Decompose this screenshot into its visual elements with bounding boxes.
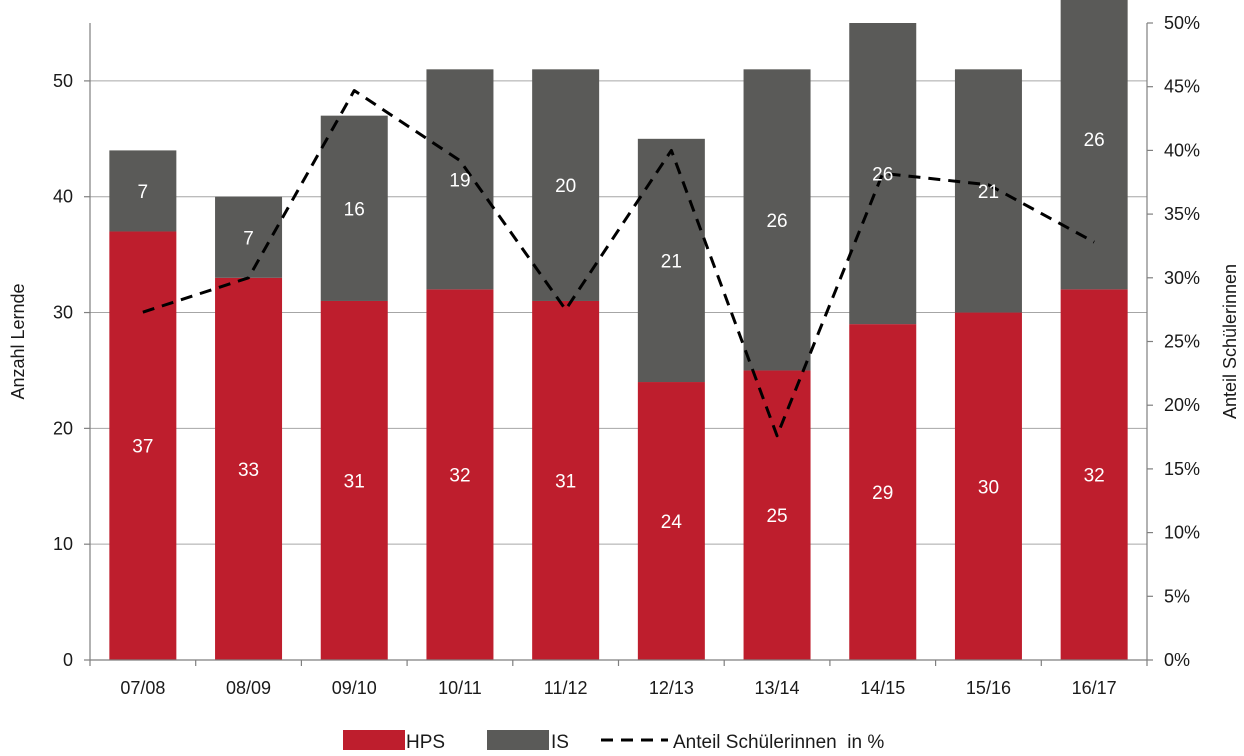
legend: HPS IS Anteil Schülerinnen in % [343, 730, 884, 753]
data-labels: 37 7 33 7 31 16 32 19 31 20 24 21 25 26 29 26 30 21 32 26 [132, 130, 1104, 533]
x-tick-label: 10/11 [438, 678, 482, 698]
bar-hps [637, 382, 705, 660]
data-label-is: 21 [661, 251, 682, 272]
bar-hps [1060, 289, 1128, 660]
y2-tick-label: 40% [1164, 140, 1200, 160]
data-label-hps: 37 [132, 437, 153, 458]
data-label-is: 26 [766, 211, 787, 232]
data-label-is: 26 [872, 165, 893, 186]
y-tick-label: 0 [63, 650, 73, 670]
x-tick-label: 08/09 [226, 678, 271, 698]
data-label-is: 20 [555, 176, 576, 197]
bar-hps [743, 370, 811, 660]
y-axis-title: Anzahl Lernde [8, 283, 28, 399]
y2-tick-label: 5% [1164, 586, 1190, 606]
bars [109, 0, 1128, 661]
bar-is [109, 150, 177, 232]
bar-hps [532, 300, 600, 660]
legend-label-is: IS [551, 732, 569, 751]
bar-is [320, 115, 388, 301]
bar-is [954, 69, 1022, 313]
bar-is [849, 23, 917, 325]
data-label-hps: 33 [238, 460, 259, 481]
data-label-is: 21 [978, 182, 999, 203]
legend-label-line: Anteil Schülerinnen in % [673, 732, 884, 751]
data-label-is: 26 [1084, 130, 1105, 151]
y2-tick-label: 50% [1164, 13, 1200, 33]
y2-tick-label: 35% [1164, 204, 1200, 224]
x-tick-label: 14/15 [860, 678, 905, 698]
bar-is [215, 196, 283, 278]
data-label-hps: 32 [1084, 466, 1105, 487]
x-tick-label: 09/10 [332, 678, 377, 698]
bar-hps [109, 231, 177, 661]
data-label-is: 7 [138, 182, 149, 203]
axes: 0 10 20 30 40 50 0% 5% 10% 15% 20% 25% 30% 35% 40% 45% 5… [8, 13, 1240, 698]
line-series [142, 89, 1095, 438]
bar-hps [954, 312, 1022, 660]
legend-swatch-is [487, 730, 549, 750]
x-tick-label: 12/13 [649, 678, 694, 698]
legend-swatch-hps [343, 730, 405, 750]
x-tick-label: 16/17 [1072, 678, 1117, 698]
bar-hps [849, 324, 917, 660]
y-tick-label: 50 [53, 71, 73, 91]
bar-is [637, 138, 705, 383]
x-tick-label: 13/14 [755, 678, 800, 698]
data-label-is: 16 [344, 199, 365, 220]
y2-axis-title: Anteil Schülerinnen [1220, 264, 1240, 419]
data-label-hps: 32 [449, 466, 470, 487]
data-label-is: 7 [243, 228, 254, 249]
data-label-hps: 31 [344, 471, 365, 492]
y-tick-label: 10 [53, 534, 73, 554]
bar-is [426, 69, 494, 290]
y2-tick-label: 30% [1164, 268, 1200, 288]
line-anteil-schuelerinnen [142, 89, 1095, 438]
bar-hps [320, 300, 388, 660]
y2-tick-label: 10% [1164, 523, 1200, 543]
y2-tick-label: 20% [1164, 395, 1200, 415]
data-label-hps: 29 [872, 483, 893, 504]
legend-label-hps: HPS [406, 732, 445, 751]
y2-tick-label: 15% [1164, 459, 1200, 479]
x-tick-label: 11/12 [544, 678, 588, 698]
x-tick-label: 07/08 [120, 678, 165, 698]
y-tick-label: 40 [53, 187, 73, 207]
data-label-is: 19 [449, 170, 470, 191]
bar-is [743, 69, 811, 371]
data-label-hps: 30 [978, 477, 999, 498]
bar-hps [215, 277, 283, 660]
y-tick-label: 20 [53, 418, 73, 438]
x-tick-label: 15/16 [966, 678, 1011, 698]
y2-tick-label: 0% [1164, 650, 1190, 670]
bar-is [532, 69, 600, 301]
y2-tick-label: 45% [1164, 77, 1200, 97]
bar-hps [426, 289, 494, 660]
y2-tick-label: 25% [1164, 332, 1200, 352]
data-label-hps: 25 [766, 506, 787, 527]
data-label-hps: 31 [555, 471, 576, 492]
y-tick-label: 30 [53, 303, 73, 323]
data-label-hps: 24 [661, 512, 683, 533]
